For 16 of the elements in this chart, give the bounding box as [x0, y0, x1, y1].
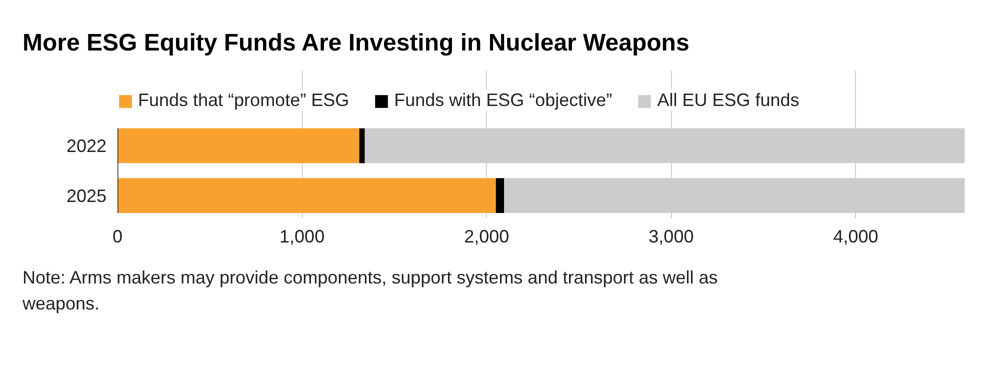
- bar: [496, 178, 504, 214]
- legend-label: Funds that “promote” ESG: [138, 90, 350, 111]
- x-tick-label: 0: [112, 226, 123, 246]
- text: Note: Arms makers may provide components, support systems and transport as well as weapons.: [22, 268, 718, 314]
- y-tick-label: 2022: [66, 136, 107, 156]
- x-tick-label: 2,000: [464, 226, 510, 246]
- x-tick-label: 1,000: [280, 226, 325, 246]
- x-tick-label: 3,000: [648, 226, 694, 246]
- bar: [118, 128, 360, 164]
- bar: [359, 128, 365, 164]
- legend-label: All EU ESG funds: [657, 90, 800, 111]
- legend-label: Funds with ESG “objective”: [394, 90, 612, 111]
- y-tick-label: 2025: [66, 186, 107, 206]
- bar: [118, 178, 496, 214]
- x-tick-label: 4,000: [833, 226, 878, 246]
- chart-title: More ESG Equity Funds Are Investing in Nuclear Weapons: [22, 30, 690, 56]
